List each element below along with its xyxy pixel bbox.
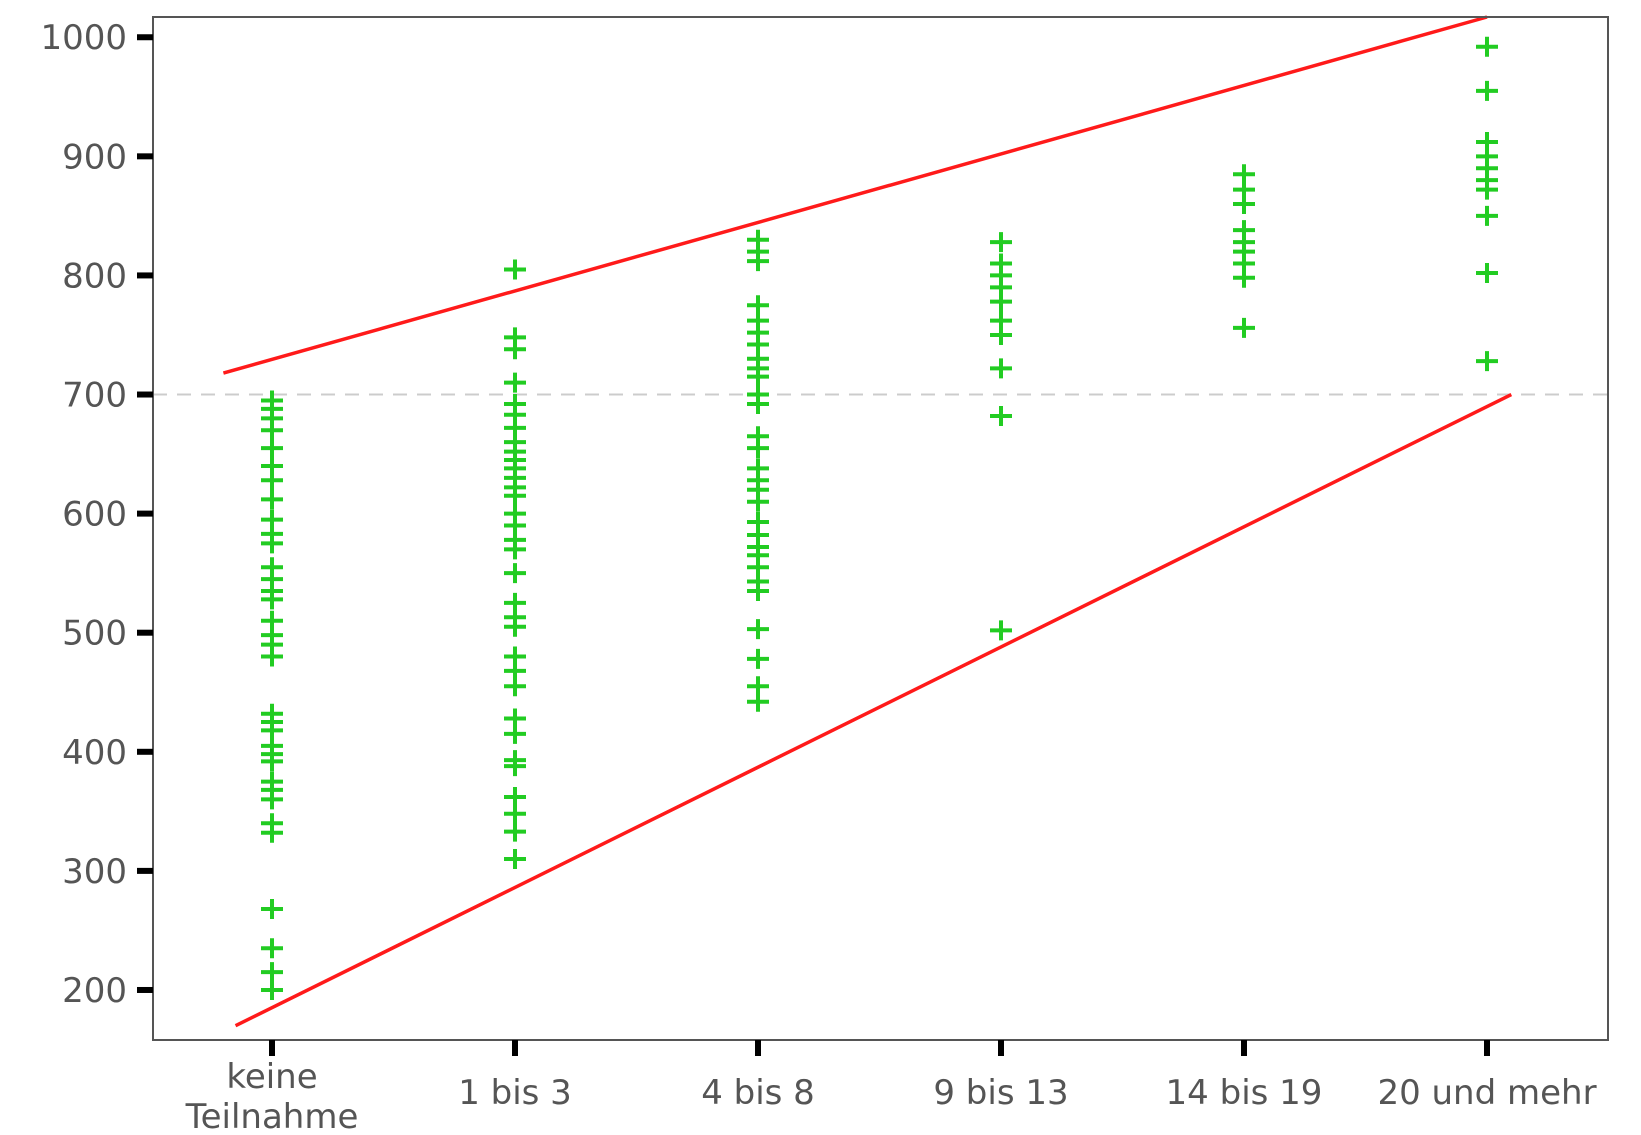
data-point bbox=[990, 405, 1012, 426]
data-point bbox=[504, 616, 526, 637]
x-tick-label: 1 bis 3 bbox=[458, 1073, 572, 1113]
data-point bbox=[747, 366, 769, 387]
data-point bbox=[1233, 267, 1255, 288]
x-tick-label: 20 und mehr bbox=[1377, 1073, 1596, 1113]
data-point bbox=[261, 489, 283, 510]
data-point bbox=[747, 251, 769, 272]
data-point bbox=[504, 848, 526, 869]
data-point bbox=[504, 723, 526, 744]
data-point bbox=[504, 756, 526, 777]
data-point bbox=[990, 358, 1012, 379]
data-point bbox=[504, 821, 526, 842]
data-point bbox=[261, 962, 283, 983]
lower-bound-line bbox=[234, 392, 1513, 1028]
x-tick-label: 9 bis 13 bbox=[933, 1073, 1068, 1113]
data-point bbox=[504, 563, 526, 584]
x-tick-label: 4 bis 8 bbox=[701, 1073, 815, 1113]
data-point bbox=[261, 470, 283, 491]
x-tick-label: 14 bis 19 bbox=[1166, 1073, 1323, 1113]
data-point bbox=[261, 751, 283, 772]
y-tick-label: 700 bbox=[62, 376, 127, 416]
data-point bbox=[261, 438, 283, 459]
data-point bbox=[747, 438, 769, 459]
data-point bbox=[990, 620, 1012, 641]
points-layer bbox=[261, 36, 1498, 1000]
y-tick-label: 800 bbox=[62, 256, 127, 296]
data-point bbox=[504, 539, 526, 560]
data-point bbox=[1476, 36, 1498, 57]
y-tick-label: 300 bbox=[62, 852, 127, 892]
data-point bbox=[1233, 317, 1255, 338]
data-point bbox=[1476, 205, 1498, 226]
y-tick-label: 400 bbox=[62, 733, 127, 773]
data-point bbox=[747, 581, 769, 602]
y-tick-label: 900 bbox=[62, 137, 127, 177]
y-axis: 200 300 400 500 600 700 800 900 1000 bbox=[40, 18, 153, 1011]
data-point bbox=[747, 394, 769, 415]
data-point bbox=[504, 676, 526, 697]
data-point bbox=[1476, 80, 1498, 101]
data-point bbox=[1476, 263, 1498, 284]
x-axis: keine Teilnahme 1 bis 3 4 bis 8 9 bis 13 14 b… bbox=[185, 1040, 1597, 1135]
data-point bbox=[504, 339, 526, 360]
data-point bbox=[990, 291, 1012, 312]
data-point bbox=[747, 491, 769, 512]
data-point bbox=[261, 420, 283, 441]
data-point bbox=[504, 803, 526, 824]
data-point bbox=[261, 589, 283, 610]
data-point bbox=[261, 533, 283, 554]
x-tick-label: keine Teilnahme bbox=[185, 1057, 359, 1135]
plot-frame bbox=[152, 16, 1609, 1041]
data-point bbox=[504, 372, 526, 393]
data-point bbox=[261, 822, 283, 843]
data-point bbox=[1233, 193, 1255, 214]
y-tick-label: 500 bbox=[62, 614, 127, 654]
data-point bbox=[990, 232, 1012, 253]
data-point bbox=[504, 787, 526, 808]
data-point bbox=[747, 619, 769, 640]
y-tick-label: 200 bbox=[62, 971, 127, 1011]
data-point bbox=[261, 898, 283, 919]
data-point bbox=[261, 646, 283, 667]
data-point bbox=[504, 485, 526, 506]
data-point bbox=[747, 648, 769, 669]
data-point bbox=[261, 979, 283, 1000]
data-point bbox=[504, 259, 526, 280]
data-point bbox=[1476, 179, 1498, 200]
data-point bbox=[990, 324, 1012, 345]
data-point bbox=[1476, 351, 1498, 372]
upper-bound-line bbox=[222, 15, 1488, 375]
data-point bbox=[747, 691, 769, 712]
bound-lines-layer bbox=[222, 15, 1513, 1028]
data-point bbox=[261, 938, 283, 959]
data-point bbox=[261, 789, 283, 810]
y-tick-label: 1000 bbox=[40, 18, 127, 58]
y-tick-label: 600 bbox=[62, 495, 127, 535]
